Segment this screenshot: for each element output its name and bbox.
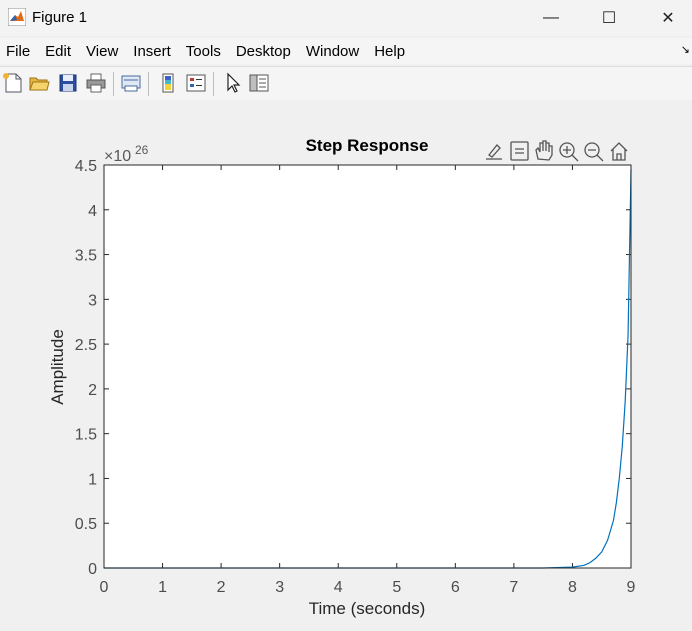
toolbar-separator [148, 72, 149, 96]
y-tick-label: 1 [88, 471, 97, 488]
new-figure-icon[interactable] [2, 72, 24, 94]
y-tick-label: 2.5 [75, 337, 97, 354]
y-tick-label: 2 [88, 382, 97, 399]
link-plot-icon[interactable] [120, 72, 142, 94]
insert-colorbar-icon[interactable] [157, 72, 179, 94]
x-tick-label: 1 [158, 579, 167, 596]
open-file-icon[interactable] [28, 72, 50, 94]
maximize-button[interactable]: ☐ [586, 0, 632, 36]
step-response-plot[interactable]: 0 1 2 3 4 5 6 7 8 9 0 0.5 1 1.5 2 2.5 3 3.5 4 4.5 Step Resp… [0, 100, 692, 626]
x-tick-label: 7 [509, 579, 518, 596]
x-tick-label: 9 [627, 579, 636, 596]
x-tick-label: 8 [568, 579, 577, 596]
y-tick-label: 1.5 [75, 427, 97, 444]
home-restore-icon[interactable] [610, 142, 628, 161]
axes-toolbar [486, 140, 628, 162]
menu-edit[interactable]: Edit [45, 42, 72, 60]
brush-icon[interactable] [486, 144, 502, 160]
x-tick-label: 0 [100, 579, 109, 596]
pan-hand-icon[interactable] [535, 140, 553, 161]
menu-help[interactable]: Help [374, 42, 406, 60]
y-tick-label: 4.5 [75, 158, 97, 175]
x-tick-label: 2 [217, 579, 226, 596]
menu-tools[interactable]: Tools [185, 42, 221, 60]
maximize-icon: ☐ [601, 10, 617, 27]
toolbar-separator [113, 72, 114, 96]
window-title-bar: Figure 1 — ☐ ✕ [0, 0, 692, 36]
close-button[interactable]: ✕ [645, 0, 691, 36]
menu-file[interactable]: File [6, 42, 31, 60]
y-tick-label: 3.5 [75, 248, 97, 265]
menu-view[interactable]: View [86, 42, 119, 60]
edit-plot-arrow-icon[interactable] [222, 72, 244, 94]
menu-window[interactable]: Window [305, 42, 360, 60]
y-exponent-base: ×10 [104, 148, 131, 165]
y-exponent-power: 26 [135, 143, 149, 157]
figure-canvas: 0 1 2 3 4 5 6 7 8 9 0 0.5 1 1.5 2 2.5 3 3.5 4 4.5 Step Resp… [0, 100, 692, 626]
save-icon[interactable] [57, 72, 79, 94]
menu-bar: File Edit View Insert Tools Desktop Wind… [0, 38, 692, 64]
y-tick-label: 3 [88, 292, 97, 309]
figure-toolbar [0, 66, 692, 101]
menu-insert[interactable]: Insert [133, 42, 171, 60]
axes-background[interactable] [104, 165, 631, 568]
toolbar-separator [213, 72, 214, 96]
minimize-button[interactable]: — [528, 0, 574, 36]
x-tick-label: 5 [392, 579, 401, 596]
y-axis-label: Amplitude [48, 329, 67, 405]
insert-legend-icon[interactable] [185, 72, 207, 94]
property-inspector-icon[interactable] [248, 72, 270, 94]
x-tick-label: 6 [451, 579, 460, 596]
y-tick-label: 4 [88, 203, 97, 220]
minimize-icon: — [543, 9, 559, 26]
zoom-out-icon[interactable] [584, 142, 604, 162]
chart-title: Step Response [306, 136, 429, 155]
x-tick-label: 3 [275, 579, 284, 596]
dock-arrow-icon[interactable]: ↘ [680, 44, 690, 56]
close-icon: ✕ [661, 10, 675, 27]
print-icon[interactable] [85, 72, 107, 94]
window-title: Figure 1 [32, 9, 88, 26]
y-tick-label: 0.5 [75, 516, 97, 533]
menu-desktop[interactable]: Desktop [235, 42, 291, 60]
x-axis-label: Time (seconds) [309, 599, 426, 618]
y-tick-label: 0 [88, 561, 97, 578]
data-tips-icon[interactable] [510, 141, 529, 161]
step-response-line [104, 169, 632, 569]
zoom-in-icon[interactable] [559, 142, 579, 162]
matlab-logo-icon [8, 8, 26, 26]
x-tick-label: 4 [334, 579, 343, 596]
axes-box [103, 164, 632, 569]
